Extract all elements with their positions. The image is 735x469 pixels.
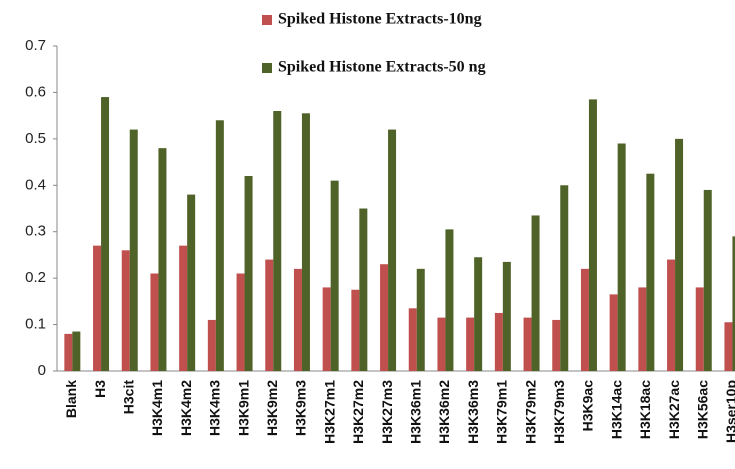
x-tick-label: H3K79m1 <box>494 380 510 444</box>
legend-swatch <box>262 63 272 73</box>
y-tick-label: 0.4 <box>25 176 46 193</box>
bar <box>301 113 310 372</box>
bar <box>380 264 389 371</box>
x-tick-label: Blank <box>63 380 79 418</box>
bar <box>273 111 282 371</box>
bar <box>207 319 216 371</box>
bar <box>724 322 733 371</box>
bar <box>502 261 511 371</box>
legend-label: Spiked Histone Extracts-10ng <box>278 11 482 28</box>
y-tick-label: 0.5 <box>25 130 46 147</box>
bar <box>179 245 188 371</box>
bar <box>359 208 368 371</box>
bar <box>265 259 274 371</box>
bar <box>560 185 569 371</box>
bar <box>703 189 712 371</box>
x-tick-label: H3K79m2 <box>522 380 538 444</box>
x-tick-label: H3cit <box>120 380 136 415</box>
x-tick-label: H3K9ac <box>580 380 596 432</box>
bar <box>675 138 684 371</box>
x-tick-label: H3K27m2 <box>350 380 366 444</box>
bar <box>72 331 81 371</box>
bar <box>646 173 655 371</box>
bar <box>93 245 102 371</box>
bar <box>466 317 475 371</box>
bar <box>236 273 245 371</box>
x-tick-label: H3K9m1 <box>235 380 251 436</box>
bar <box>150 273 159 371</box>
y-tick-label: 0 <box>38 362 46 379</box>
bar <box>437 317 446 371</box>
x-tick-label: H3K27m3 <box>379 380 395 444</box>
x-tick-label: H3K4m1 <box>149 380 165 436</box>
x-tick-label: H3K36m3 <box>465 380 481 444</box>
x-tick-label: H3 <box>92 380 108 398</box>
bar <box>322 287 331 371</box>
bar <box>474 257 483 371</box>
bar <box>580 268 589 371</box>
x-tick-label: H3K36m1 <box>407 380 423 444</box>
x-tick-label: H3K56ac <box>694 380 710 439</box>
x-tick-label: H3K36m2 <box>436 380 452 444</box>
bar <box>588 99 597 372</box>
bar <box>244 176 253 371</box>
bar <box>732 236 735 371</box>
y-tick-label: 0.1 <box>25 316 46 333</box>
x-tick-label: H3K14ac <box>608 380 624 439</box>
bar <box>695 287 704 371</box>
x-tick-label: H3K79m3 <box>551 380 567 444</box>
x-tick-label: H3K18ac <box>637 380 653 439</box>
bar <box>609 294 618 371</box>
y-tick-label: 0.2 <box>25 269 46 286</box>
x-tick-label: H3K4m3 <box>207 380 223 436</box>
bar <box>408 308 417 371</box>
bar <box>215 120 224 372</box>
bar <box>494 312 503 371</box>
bar <box>158 148 167 371</box>
bar <box>101 97 110 372</box>
y-tick-label: 0.6 <box>25 83 46 100</box>
x-tick-label: H3K4m2 <box>178 380 194 436</box>
bar <box>523 317 532 371</box>
bar <box>638 287 647 371</box>
bar <box>351 289 360 371</box>
bar <box>330 180 339 371</box>
x-tick-label: H3ser10p <box>723 380 735 443</box>
bar <box>531 215 540 371</box>
y-tick-label: 0.3 <box>25 223 46 240</box>
bar <box>388 129 397 371</box>
bar <box>187 194 196 371</box>
bar <box>293 268 302 371</box>
bar <box>552 319 561 371</box>
bar <box>617 143 626 371</box>
bar <box>416 268 425 371</box>
legend-swatch <box>262 15 272 25</box>
x-tick-label: H3K27m1 <box>321 380 337 444</box>
x-tick-label: H3K9m2 <box>264 380 280 436</box>
y-tick-label: 0.7 <box>25 37 46 54</box>
bar <box>64 333 73 371</box>
legend-label: Spiked Histone Extracts-50 ng <box>278 59 486 76</box>
bar <box>121 250 130 371</box>
x-tick-label: H3K9m3 <box>293 380 309 436</box>
bar <box>129 129 138 371</box>
bar <box>667 259 676 371</box>
x-tick-label: H3K27ac <box>666 380 682 439</box>
bar <box>445 229 454 371</box>
